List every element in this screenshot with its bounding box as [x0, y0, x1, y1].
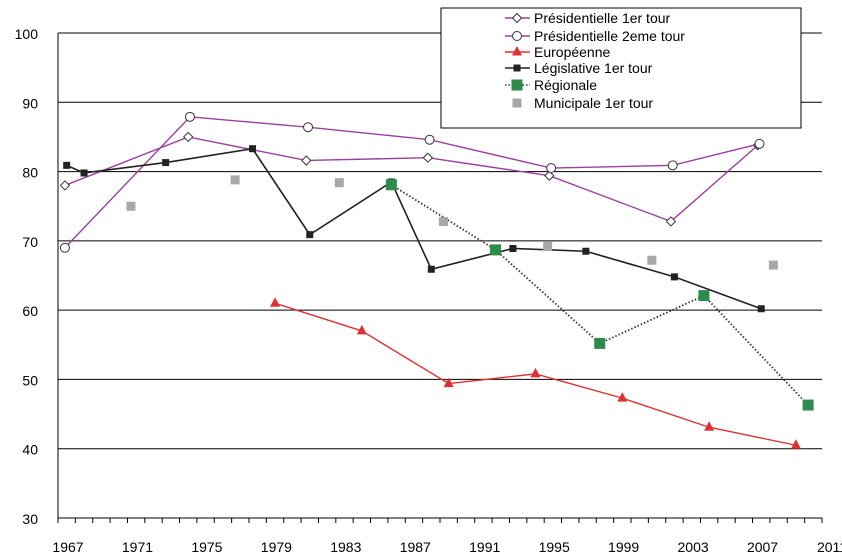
y-tick-label: 40	[22, 442, 38, 458]
legend-europeenne-point	[512, 46, 522, 56]
x-tick-label: 1991	[469, 539, 500, 555]
x-tick-label: 1987	[400, 539, 431, 555]
legend-item-presidentielle-2eme-tour: Présidentielle 2eme tour	[505, 28, 685, 44]
legend-item-legislative-1er-tour: Législative 1er tour	[505, 60, 653, 76]
y-tick-label: 30	[22, 511, 38, 527]
presidentielle-2eme-tour-point	[424, 134, 435, 145]
x-tick-label: 2011	[817, 539, 842, 555]
y-tick-label: 70	[22, 234, 38, 250]
series-line-regionale	[390, 183, 809, 406]
legend-legislative-1er-tour-point	[513, 64, 521, 72]
legend: Présidentielle 1er tour Présidentielle 2e…	[440, 7, 802, 129]
legend-label: Présidentielle 2eme tour	[534, 28, 685, 44]
municipale-1er-tour-point	[230, 175, 240, 185]
europeenne-point	[530, 367, 541, 378]
x-tick-label: 1995	[539, 539, 570, 555]
municipale-1er-tour-point	[543, 241, 553, 251]
series-municipale-1er-tour	[126, 175, 778, 270]
legislative-1er-tour-point	[509, 244, 517, 252]
legend-presidentielle-1er-tour-point	[511, 12, 523, 24]
presidentielle-2eme-tour-point	[59, 242, 70, 253]
regionale-point	[385, 179, 397, 191]
presidentielle-2eme-tour-point	[754, 138, 765, 149]
y-tick-label: 100	[15, 26, 39, 42]
y-tick-label: 80	[22, 165, 38, 181]
municipale-1er-tour-point	[334, 178, 344, 188]
legislative-1er-tour-point	[427, 265, 435, 273]
regionale-point	[698, 290, 710, 302]
legislative-1er-tour-point	[63, 161, 71, 169]
presidentielle-1er-tour-point	[422, 152, 434, 163]
legend-label: Municipale 1er tour	[534, 95, 653, 111]
x-tick-label: 1971	[122, 539, 153, 555]
presidentielle-1er-tour-point	[544, 170, 555, 181]
europeenne-point	[617, 392, 628, 402]
legend-municipale-1er-tour-point	[512, 98, 522, 108]
presidentielle-1er-tour-point	[59, 180, 71, 191]
series-presidentielle-1er-tour	[59, 131, 763, 227]
europeenne-point	[443, 377, 454, 388]
presidentielle-2eme-tour-point	[546, 163, 557, 174]
legend-presidentielle-2eme-tour-point	[512, 31, 522, 41]
series-regionale	[385, 179, 814, 411]
series-legislative-1er-tour	[63, 145, 765, 313]
legend-regionale-point	[511, 79, 523, 91]
y-tick-label: 60	[22, 303, 38, 319]
x-tick-label: 1983	[330, 539, 361, 555]
regionale-point	[802, 399, 814, 411]
x-tick-label: 2007	[747, 539, 778, 555]
y-tick-label: 50	[22, 372, 38, 388]
legislative-1er-tour-point	[670, 273, 678, 281]
x-tick-label: 1967	[52, 539, 83, 555]
presidentielle-1er-tour-point	[665, 216, 677, 227]
x-tick-label: 2003	[678, 539, 709, 555]
municipale-1er-tour-point	[126, 201, 136, 211]
legend-label: Régionale	[534, 77, 597, 93]
series-line-presidentielle-1er-tour	[64, 136, 759, 223]
presidentielle-2eme-tour-point	[303, 122, 314, 133]
legend-label: Législative 1er tour	[534, 60, 653, 76]
europeenne-point	[704, 421, 715, 431]
europeenne-point	[356, 324, 367, 335]
presidentielle-1er-tour-point	[183, 131, 194, 143]
series-europeenne	[270, 297, 801, 449]
legislative-1er-tour-point	[162, 159, 170, 167]
x-axis-ticks: 1967 1971 1975 1979 1983 1987 1991 1995 1999 2003…	[52, 518, 842, 555]
presidentielle-1er-tour-point	[301, 155, 312, 166]
legend-item-municipale-1er-tour: Municipale 1er tour	[512, 95, 653, 111]
gridlines	[58, 32, 822, 450]
legend-item-europeenne: Européenne	[505, 44, 611, 60]
municipale-1er-tour-point	[768, 260, 778, 270]
europeenne-point	[270, 297, 281, 307]
legend-item-regionale: Régionale	[505, 77, 597, 93]
regionale-point	[594, 337, 606, 349]
legislative-1er-tour-point	[757, 305, 765, 313]
municipale-1er-tour-point	[438, 216, 448, 226]
legislative-1er-tour-point	[582, 247, 590, 255]
legislative-1er-tour-point	[306, 231, 314, 239]
x-tick-label: 1979	[261, 539, 292, 555]
series-presidentielle-2eme-tour	[59, 111, 765, 253]
presidentielle-2eme-tour-point	[184, 111, 195, 122]
y-tick-label: 90	[22, 95, 38, 111]
legend-box	[440, 7, 802, 129]
europeenne-point	[790, 439, 801, 449]
legislative-1er-tour-point	[80, 169, 88, 177]
municipale-1er-tour-point	[647, 255, 657, 265]
series-line-legislative-1er-tour	[66, 147, 762, 310]
presidentielle-2eme-tour-point	[667, 160, 678, 171]
legend-item-presidentielle-1er-tour: Présidentielle 1er tour	[505, 10, 671, 26]
series-layer	[59, 111, 814, 449]
legend-label: Européenne	[534, 44, 611, 60]
y-axis-ticks: 30 40 50 60 70 80 90 100	[15, 26, 39, 527]
regionale-point	[490, 244, 502, 256]
x-tick-label: 1999	[608, 539, 639, 555]
x-tick-label: 1975	[191, 539, 222, 555]
legend-label: Présidentielle 1er tour	[534, 10, 671, 26]
legislative-1er-tour-point	[248, 145, 256, 153]
